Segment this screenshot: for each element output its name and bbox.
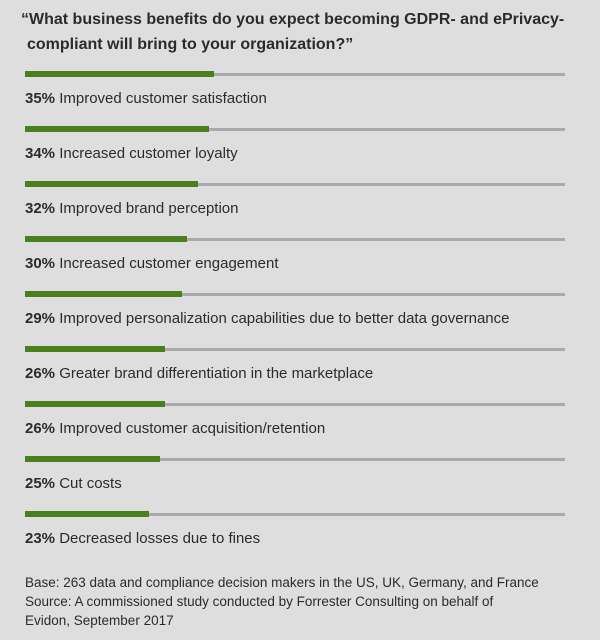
bar-label: 35% Improved customer satisfaction bbox=[25, 90, 267, 107]
bar-row: 34% Increased customer loyalty bbox=[25, 126, 565, 166]
bar-track bbox=[25, 293, 565, 296]
bar-track bbox=[25, 458, 565, 461]
data-label: 34% bbox=[25, 145, 56, 162]
bar bbox=[25, 71, 214, 77]
category-label: Increased customer engagement bbox=[55, 255, 279, 272]
bar-label: 29% Improved personalization capabilitie… bbox=[25, 310, 509, 327]
bar-row: 26% Greater brand differentiation in the… bbox=[25, 346, 565, 386]
category-label: Greater brand differentiation in the mar… bbox=[55, 365, 374, 382]
bar-track bbox=[25, 183, 565, 186]
bar bbox=[25, 291, 182, 297]
source-note-cont: Evidon, September 2017 bbox=[25, 613, 174, 628]
category-label: Improved personalization capabilities du… bbox=[55, 310, 510, 327]
data-label: 26% bbox=[25, 420, 56, 437]
bar bbox=[25, 511, 150, 517]
bar bbox=[25, 401, 166, 407]
bar-row: 25% Cut costs bbox=[25, 456, 565, 496]
category-label: Increased customer loyalty bbox=[55, 145, 238, 162]
chart-title: “What business benefits do you expect be… bbox=[21, 11, 565, 53]
category-label: Improved customer satisfaction bbox=[55, 90, 267, 107]
category-label: Cut costs bbox=[55, 475, 122, 492]
data-label: 25% bbox=[25, 475, 56, 492]
bar-track bbox=[25, 73, 565, 76]
bar-track bbox=[25, 403, 565, 406]
bar bbox=[25, 346, 166, 352]
bar-track bbox=[25, 128, 565, 131]
bar-track bbox=[25, 513, 565, 516]
base-note: Base: 263 data and compliance decision m… bbox=[25, 575, 539, 590]
bar-row: 29% Improved personalization capabilitie… bbox=[25, 291, 565, 331]
bar-label: 25% Cut costs bbox=[25, 475, 122, 492]
source-note: Source: A commissioned study conducted b… bbox=[25, 594, 494, 609]
bar-label: 34% Increased customer loyalty bbox=[25, 145, 238, 162]
data-label: 23% bbox=[25, 530, 56, 547]
bar-row: 30% Increased customer engagement bbox=[25, 236, 565, 276]
bar-row: 32% Improved brand perception bbox=[25, 181, 565, 221]
bar-row: 23% Decreased losses due to fines bbox=[25, 511, 565, 551]
bar-label: 26% Greater brand differentiation in the… bbox=[25, 365, 373, 382]
bar-track bbox=[25, 238, 565, 241]
data-label: 32% bbox=[25, 200, 56, 217]
data-label: 26% bbox=[25, 365, 56, 382]
bar-label: 30% Increased customer engagement bbox=[25, 255, 279, 272]
bar bbox=[25, 181, 198, 187]
data-label: 30% bbox=[25, 255, 56, 272]
bar-row: 35% Improved customer satisfaction bbox=[25, 71, 565, 111]
bar-label: 32% Improved brand perception bbox=[25, 200, 238, 217]
bar bbox=[25, 126, 209, 132]
data-label: 29% bbox=[25, 310, 56, 327]
bar bbox=[25, 456, 160, 462]
chart-footer: Base: 263 data and compliance decision m… bbox=[25, 573, 539, 630]
category-label: Improved brand perception bbox=[55, 200, 239, 217]
category-label: Decreased losses due to fines bbox=[55, 530, 261, 547]
bar-label: 23% Decreased losses due to fines bbox=[25, 530, 260, 547]
bar-label: 26% Improved customer acquisition/retent… bbox=[25, 420, 325, 437]
bar-track bbox=[25, 348, 565, 351]
data-label: 35% bbox=[25, 90, 56, 107]
bar bbox=[25, 236, 187, 242]
bar-row: 26% Improved customer acquisition/retent… bbox=[25, 401, 565, 441]
category-label: Improved customer acquisition/retention bbox=[55, 420, 326, 437]
